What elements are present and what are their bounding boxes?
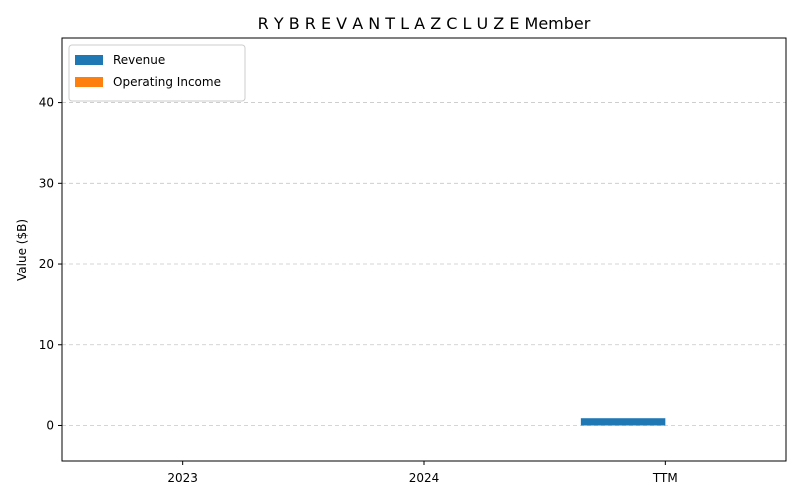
y-tick-label: 0 [46,418,54,432]
grid-layer [62,102,786,426]
x-tick-label: 2023 [167,471,198,485]
x-tick-label: TTM [652,471,678,485]
y-tick-label: 20 [39,257,54,271]
legend-swatch [75,77,103,87]
bar-layer [580,418,666,426]
bar-revenue [580,418,666,426]
x-tick-label: 2024 [409,471,440,485]
legend-label: Operating Income [113,75,221,89]
y-tick-label: 40 [39,96,54,110]
y-axis-label: Value ($B) [15,219,29,281]
y-tick-label: 10 [39,338,54,352]
legend: Revenue Operating Income [68,44,246,102]
legend-swatch [75,55,103,65]
legend-label: Revenue [113,53,165,67]
chart-title: R Y B R E V A N T L A Z C L U Z E Member [258,14,591,33]
y-tick-label: 30 [39,176,54,190]
legend-box [68,44,246,102]
axis-layer: 0 10 20 30 40 2023 2024 TTM [39,96,678,485]
